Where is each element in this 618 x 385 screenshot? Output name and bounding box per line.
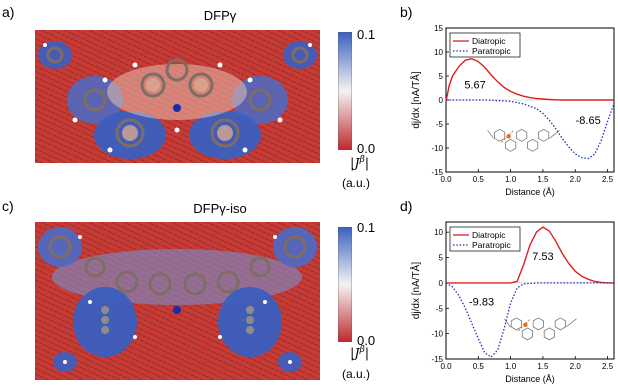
- chart-d-xtick-label: 1.0: [505, 362, 517, 371]
- chart-b-xlabel: Distance (Å): [505, 187, 555, 197]
- current-profile-chart-d: 10 5 0 -5 -10 -150.0 0.5 1.0 1.5 2.0 2.5 Distance (…: [410, 221, 615, 384]
- chart-b-ytick-label: -15: [431, 168, 443, 177]
- chart-b-ytick-label: -10: [431, 144, 443, 153]
- colorbar-c: [338, 227, 352, 342]
- chart-d-annotation: 7.53: [532, 251, 553, 263]
- chart-b-ytick-label: 10: [434, 48, 443, 57]
- chart-d-ytick-label: -15: [431, 355, 443, 364]
- chart-b-xtick-label: 2.0: [570, 175, 582, 184]
- chart-b-xtick-label: 0.0: [440, 175, 452, 184]
- chart-d-xtick-label: 2.0: [570, 362, 582, 371]
- chart-d-xtick-label: 1.5: [537, 362, 549, 371]
- chart-d-annotation: -9.83: [469, 297, 494, 309]
- chart-d-ytick-label: -5: [436, 304, 444, 313]
- chart-d-xlabel: Distance (Å): [505, 374, 555, 384]
- chart-b-ylabel: dj/dx [nA/TÅ]: [410, 71, 422, 128]
- chart-d-xtick-label: 0.5: [473, 362, 485, 371]
- chart-b-annotation: 5.67: [464, 79, 485, 91]
- chart-d-xtick-label: 2.5: [602, 362, 614, 371]
- chart-b-probe-line: [501, 129, 514, 143]
- chart-b-series-paratropic: [446, 99, 615, 160]
- chart-d-ytick-label: 0: [439, 279, 444, 288]
- current-profile-chart-b: 15 10 5 0 -5 -10 -150.0 0.5 1.0 1.5 2.0 2.5 Distance…: [410, 24, 615, 197]
- chart-d-probe-dot: [523, 322, 528, 328]
- chart-d-legend-label-paratropic: Paratropic: [472, 240, 511, 250]
- chart-b-legend-label-diatropic: Diatropic: [472, 36, 506, 46]
- chart-d-ytick-label: 5: [439, 254, 444, 263]
- chart-b-annotation: -8.65: [576, 115, 601, 127]
- chart-b-legend: [449, 32, 521, 58]
- chart-d-series-diatropic: [446, 226, 614, 284]
- colorbar-c-unit: (a.u.): [342, 367, 371, 381]
- colorbar-c-quantity: |Jβ|: [350, 345, 370, 362]
- panel-d-label: d): [400, 198, 413, 214]
- chart-d-xtick-label: 0.0: [440, 362, 452, 371]
- colorbar-a-min: 0.0: [357, 141, 376, 156]
- chart-b-ytick-label: 5: [439, 72, 444, 81]
- chart-d-molecule-inset: [504, 317, 577, 341]
- chart-b-legend-label-paratropic: Paratropic: [472, 46, 511, 56]
- colorbar-a-max: 0.1: [357, 27, 376, 42]
- chart-b-ytick-label: 0: [439, 96, 444, 105]
- panel-c-label: c): [2, 198, 14, 214]
- chart-d-ytick-label: 10: [434, 228, 443, 237]
- panel-b-label: b): [400, 4, 413, 20]
- chart-d-ytick-label: -10: [431, 330, 443, 339]
- chart-b-xtick-label: 0.5: [473, 175, 485, 184]
- chart-d-probe-line: [518, 318, 531, 332]
- current-density-map-c: [35, 222, 320, 380]
- colorbar-c-max: 0.1: [357, 220, 376, 235]
- chart-b-ytick-label: 15: [434, 24, 443, 33]
- colorbar-a-unit: (a.u.): [342, 176, 371, 190]
- colorbar-c-min: 0.0: [357, 333, 376, 348]
- chart-b-series-diatropic: [445, 57, 614, 102]
- chart-b-probe-dot: [506, 134, 511, 139]
- chart-b-xtick-label: 1.0: [505, 175, 517, 184]
- colorbar-a: [338, 32, 352, 150]
- chart-d-ylabel: dj/dx [nA/TÅ]: [410, 262, 422, 319]
- panel-a-label: a): [2, 4, 15, 20]
- chart-b-xtick-label: 1.5: [537, 175, 549, 184]
- chart-b-ytick-label: -5: [436, 120, 444, 129]
- panel-a-title: DFPγ: [203, 8, 237, 23]
- current-density-map-a: [35, 30, 320, 163]
- chart-d-legend: [449, 226, 521, 252]
- chart-d-legend-label-diatropic: Diatropic: [472, 230, 506, 240]
- panel-c-title: DFPγ-iso: [193, 201, 247, 216]
- colorbar-a-quantity: |Jβ|: [350, 155, 370, 172]
- chart-b-xtick-label: 2.5: [602, 175, 614, 184]
